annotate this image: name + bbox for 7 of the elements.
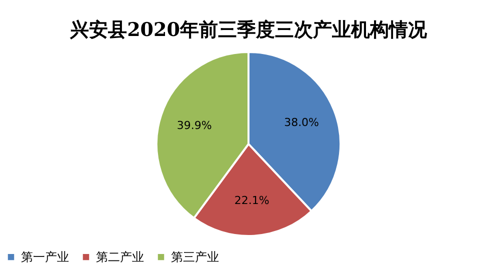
legend-label: 第三产业	[171, 250, 219, 264]
data-label: 22.1%	[234, 194, 270, 207]
legend-label: 第二产业	[96, 250, 144, 264]
data-label: 38.0%	[284, 116, 320, 129]
legend-label: 第一产业	[21, 250, 69, 264]
data-label: 39.9%	[176, 119, 212, 132]
chart-title: 兴安县2020年前三季度三次产业机构情况	[69, 19, 428, 41]
